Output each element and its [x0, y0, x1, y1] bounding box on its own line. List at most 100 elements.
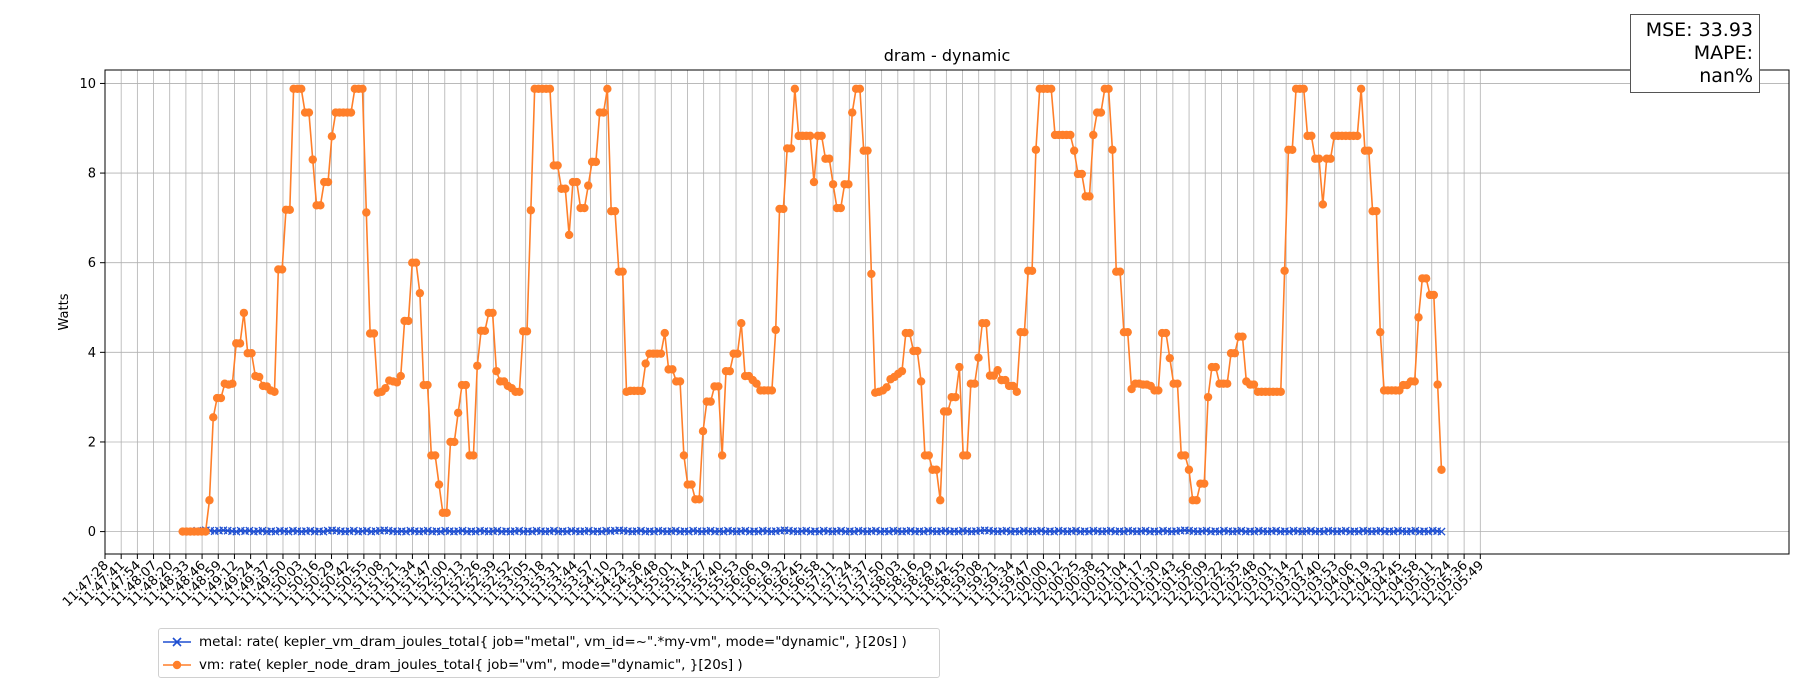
legend-label-vm: vm: rate( kepler_node_dram_joules_total{…	[199, 657, 743, 673]
data-point	[943, 407, 953, 416]
data-point	[209, 413, 218, 422]
data-point	[553, 161, 562, 170]
data-point	[993, 366, 1002, 375]
data-point	[679, 451, 689, 460]
data-point	[737, 319, 746, 328]
data-point	[656, 349, 666, 358]
data-point	[381, 383, 390, 393]
y-tick-label: 4	[88, 346, 96, 361]
data-point	[725, 366, 735, 376]
data-point	[1115, 267, 1125, 276]
data-point	[974, 353, 983, 362]
grid-lines	[104, 70, 1789, 554]
data-point	[434, 480, 444, 489]
data-point	[515, 387, 524, 396]
data-point	[404, 316, 413, 326]
data-point	[1047, 84, 1056, 94]
data-point	[415, 288, 425, 298]
data-point	[369, 329, 379, 338]
data-point	[771, 325, 780, 335]
data-point	[1161, 328, 1171, 338]
data-point	[285, 205, 294, 215]
data-point	[1410, 377, 1419, 386]
data-point	[327, 132, 337, 141]
data-point	[1414, 313, 1423, 322]
data-point	[970, 379, 979, 388]
data-point	[1353, 131, 1362, 141]
data-point	[1326, 154, 1335, 163]
data-point	[916, 377, 926, 386]
data-point	[396, 371, 405, 381]
data-point	[1203, 392, 1213, 402]
data-point	[905, 328, 914, 338]
data-point	[561, 184, 570, 193]
legend-marker-vm	[163, 660, 191, 670]
data-point	[473, 361, 482, 370]
data-point	[453, 408, 463, 418]
y-tick-label: 6	[88, 256, 96, 271]
data-point	[1429, 290, 1439, 300]
data-point	[610, 206, 620, 216]
data-point	[591, 157, 601, 167]
mse-value: MSE: 33.93	[1645, 19, 1753, 41]
y-axis-label: Watts	[57, 293, 72, 330]
y-axis: 0 2 4 6 8 10	[79, 77, 105, 540]
data-point	[637, 386, 647, 396]
data-point	[469, 451, 478, 460]
data-point	[828, 180, 838, 189]
data-point	[1276, 387, 1285, 396]
data-point	[1192, 496, 1201, 505]
data-point	[323, 177, 333, 187]
data-point	[924, 451, 933, 460]
data-point	[392, 378, 402, 387]
data-point	[545, 84, 555, 94]
data-point	[863, 146, 872, 155]
data-point	[1437, 465, 1446, 474]
data-point	[492, 366, 501, 376]
data-point	[1020, 327, 1029, 337]
data-point	[706, 397, 715, 406]
data-point	[1364, 146, 1373, 155]
data-point	[767, 386, 777, 395]
data-point	[304, 108, 314, 117]
data-point	[836, 203, 845, 213]
data-point	[1318, 200, 1328, 209]
data-point	[687, 480, 696, 489]
data-point	[235, 339, 245, 348]
data-point	[1180, 451, 1190, 460]
data-point	[228, 379, 237, 388]
data-point	[461, 380, 470, 390]
data-point	[572, 177, 581, 187]
data-point	[848, 108, 857, 117]
data-point	[205, 496, 214, 505]
y-tick-label: 2	[88, 435, 96, 450]
data-point	[1104, 84, 1113, 94]
data-point	[1066, 130, 1075, 140]
data-point	[239, 308, 249, 318]
data-point	[790, 84, 800, 94]
data-point	[1085, 192, 1094, 201]
data-point	[522, 327, 532, 336]
data-point	[1069, 146, 1079, 155]
legend-marker-metal	[163, 637, 191, 647]
data-point	[752, 379, 761, 388]
data-point	[362, 208, 371, 217]
data-point	[844, 180, 853, 189]
chart-title: dram - dynamic	[884, 46, 1010, 65]
data-point	[867, 269, 876, 279]
data-point	[1372, 206, 1381, 216]
data-point	[932, 465, 941, 474]
data-point	[358, 84, 367, 94]
data-point	[805, 131, 815, 141]
data-point	[1314, 154, 1324, 163]
data-point	[882, 383, 891, 392]
data-point	[981, 319, 991, 328]
data-point	[951, 392, 960, 402]
data-point	[201, 527, 210, 536]
data-point	[668, 365, 677, 374]
data-point	[809, 177, 819, 187]
legend: metal: rate( kepler_vm_dram_joules_total…	[158, 628, 940, 678]
data-point	[714, 382, 723, 391]
data-point	[779, 204, 788, 214]
data-point	[488, 308, 497, 318]
